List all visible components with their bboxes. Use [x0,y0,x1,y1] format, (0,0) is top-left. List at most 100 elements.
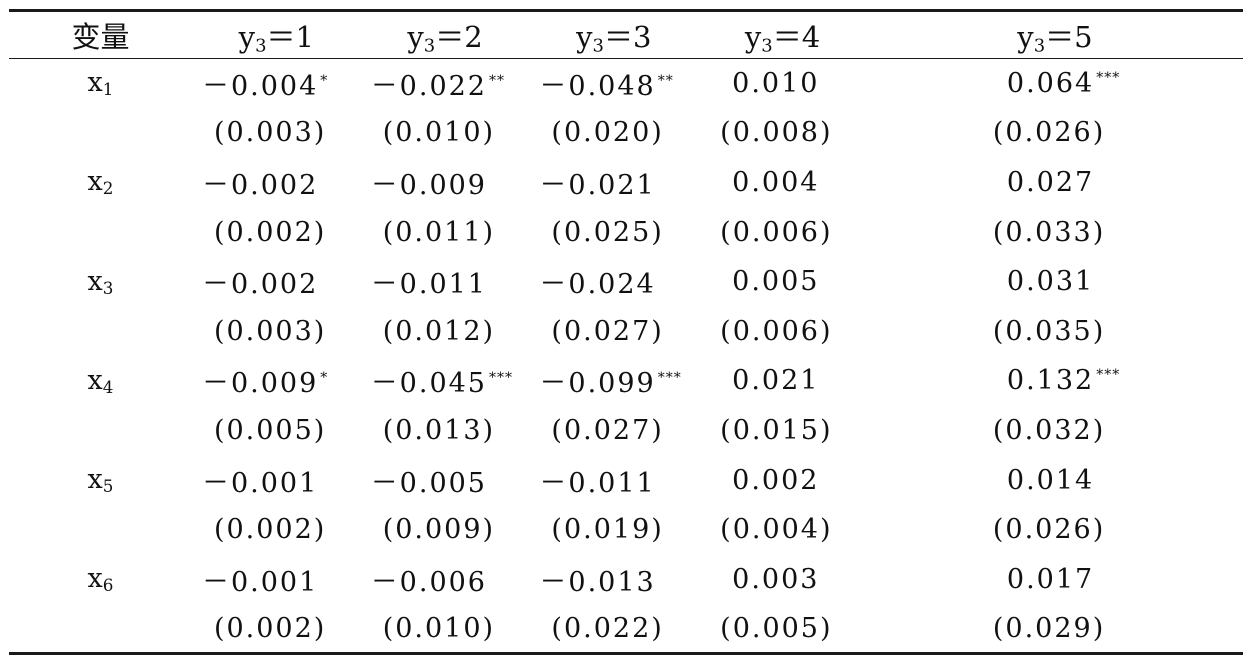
standard-error-cell: (0.019) [551,514,664,546]
coefficient-value: 0.010 [732,68,820,100]
coefficient-value: 0.017 [1006,563,1095,595]
variable-cell: x5 [9,455,192,505]
table-header: 变量 y3＝1 y3＝2 y3＝3 y3＝4 y3＝5 [9,10,1243,59]
significance-stars: ** [488,72,506,89]
standard-error-cell: (0.006) [720,216,833,248]
coefficient-cell: －0.024 [529,257,698,307]
coefficient-value: 0.064 [1006,68,1095,100]
coefficient-value: －0.001 [201,566,319,598]
significance-stars: * [320,72,329,89]
table-row-coefficient: x1 －0.004 * －0.022 ** －0.048 ** 0.010 0.064 *** [9,59,1243,109]
coefficient-value: －0.001 [201,467,319,499]
variable-subscript: 1 [102,79,114,100]
header-sub: 3 [255,35,267,57]
standard-error-cell: (0.005) [720,612,833,644]
coefficient-value: －0.009 [370,169,487,201]
standard-error-cell: (0.025) [551,216,664,248]
standard-error-cell: (0.029) [992,612,1106,644]
table-row-standard-error: (0.002) (0.010) (0.022) (0.005) (0.029) [9,604,1243,654]
standard-error-cell: (0.005) [213,414,327,446]
coefficient-cell: 0.010 [698,59,867,109]
coefficient-cell: －0.001 [192,455,361,505]
variable-name: x [87,67,103,99]
variable-subscript: 4 [102,376,114,397]
empty-cell [9,207,192,257]
variable-subscript: 3 [102,277,114,298]
coefficient-cell: －0.004 * [192,59,361,109]
standard-error-cell: (0.010) [382,117,496,149]
coefficient-value: －0.013 [539,566,656,598]
empty-cell [9,604,192,654]
coefficient-cell: 0.002 [698,455,867,505]
coefficient-value: 0.002 [732,464,820,496]
table-row-coefficient: x6 －0.001 －0.006 －0.013 0.003 0.017 [9,554,1243,604]
variable-name: x [87,265,103,297]
header-sub: 3 [423,35,436,57]
variable-name: x [87,463,103,495]
standard-error-cell: (0.003) [213,117,327,149]
coefficient-cell: 0.004 [698,158,867,208]
standard-error-cell: (0.026) [992,514,1106,546]
standard-error-cell: (0.027) [551,315,664,347]
variable-name: x [87,563,103,595]
coefficient-cell: －0.002 [192,257,361,307]
variable-name: x [87,364,103,396]
coefficient-cell: 0.014 [867,455,1243,505]
header-eq: ＝1 [266,19,314,54]
coefficient-value: －0.002 [201,169,319,201]
table-row-coefficient: x2 －0.002 －0.009 －0.021 0.004 0.027 [9,158,1243,208]
table-row-standard-error: (0.002) (0.009) (0.019) (0.004) (0.026) [9,505,1243,555]
coefficient-cell: 0.027 [867,158,1243,208]
header-base: y [576,19,593,54]
coefficient-cell: －0.013 [529,554,698,604]
coefficient-cell: 0.005 [698,257,867,307]
coefficient-value: －0.021 [539,169,656,201]
header-base: y [1017,19,1034,54]
header-base: y [744,19,762,54]
standard-error-cell: (0.015) [720,414,833,446]
standard-error-cell: (0.026) [992,117,1106,149]
coefficient-value: －0.022 [370,71,487,103]
coefficient-value: －0.002 [201,269,319,301]
coefficient-cell: －0.009 [361,158,530,208]
empty-cell [9,108,192,158]
standard-error-cell: (0.020) [551,117,664,149]
header-row: 变量 y3＝1 y3＝2 y3＝3 y3＝4 y3＝5 [9,10,1243,59]
table-row-coefficient: x3 －0.002 －0.011 －0.024 0.005 0.031 [9,257,1243,307]
significance-stars: ** [657,72,674,89]
coefficient-cell: 0.064 *** [867,59,1243,109]
coefficient-cell: 0.017 [867,554,1243,604]
table-row-coefficient: x4 －0.009 * －0.045 *** －0.099 *** 0.021 0.132 *** [9,356,1243,406]
coefficient-value: 0.132 [1006,365,1095,397]
variable-subscript: 5 [102,476,114,497]
table-row-standard-error: (0.005) (0.013) (0.027) (0.015) (0.032) [9,406,1243,456]
standard-error-cell: (0.011) [382,216,496,248]
significance-stars: * [320,369,329,386]
empty-cell [9,306,192,356]
coefficient-value: 0.021 [732,365,820,397]
coefficient-cell: －0.001 [192,554,361,604]
coefficient-value: －0.011 [539,467,656,499]
coefficient-value: －0.005 [370,467,487,499]
coefficient-value: 0.004 [732,166,820,198]
coefficient-cell: 0.031 [867,257,1243,307]
variable-cell: x6 [9,554,192,604]
table-body: x1 －0.004 * －0.022 ** －0.048 ** 0.010 0.064 *** (0… [9,59,1243,654]
standard-error-cell: (0.004) [720,514,833,546]
coefficient-cell: －0.009 * [192,356,361,406]
significance-stars: *** [657,369,682,386]
header-base: y [238,19,256,54]
variable-cell: x3 [9,257,192,307]
coefficient-cell: 0.003 [698,554,867,604]
standard-error-cell: (0.002) [213,514,327,546]
header-eq: ＝2 [435,19,483,54]
header-y3-eq-2: y3＝2 [360,10,530,59]
table-row-standard-error: (0.003) (0.012) (0.027) (0.006) (0.035) [9,306,1243,356]
coefficient-value: －0.048 [539,71,656,103]
standard-error-cell: (0.010) [382,612,496,644]
coefficient-cell: －0.048 ** [529,59,698,109]
coefficient-cell: －0.005 [361,455,530,505]
standard-error-cell: (0.032) [992,414,1106,446]
significance-stars: *** [1096,366,1121,383]
header-sub: 3 [592,35,604,57]
